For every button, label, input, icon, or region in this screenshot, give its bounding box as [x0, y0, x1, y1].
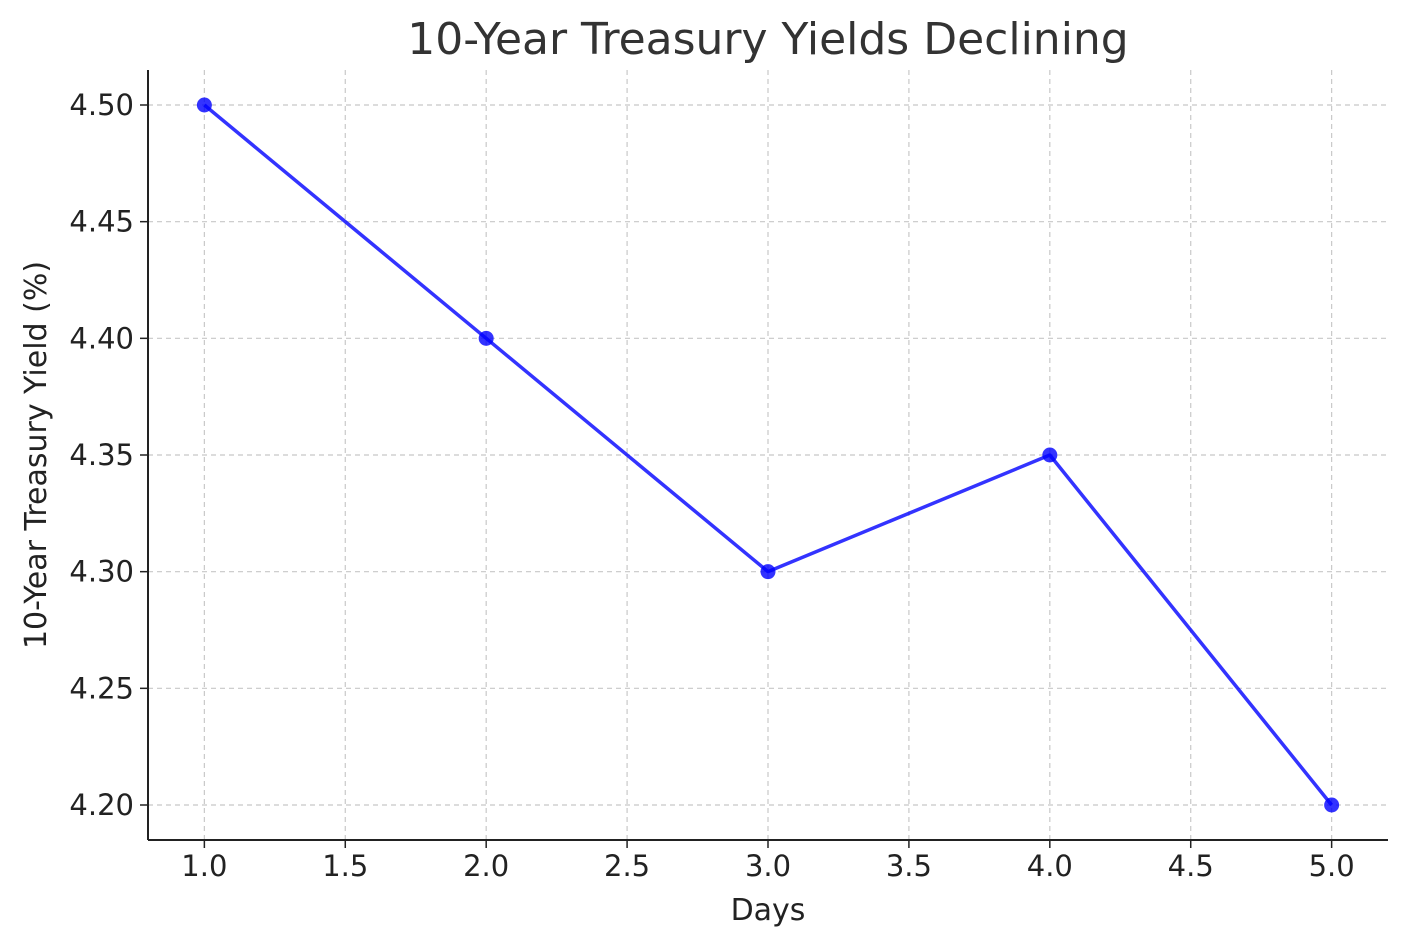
data-point [760, 564, 776, 580]
y-tick-label: 4.20 [69, 788, 134, 822]
chart-title: 10-Year Treasury Yields Declining [407, 14, 1128, 65]
x-axis-label: Days [731, 893, 806, 928]
y-axis-label: 10-Year Treasury Yield (%) [19, 261, 54, 649]
x-tick-label: 3.5 [886, 849, 932, 883]
y-tick-label: 4.25 [69, 671, 134, 705]
x-tick-label: 2.5 [604, 849, 650, 883]
y-tick-label: 4.50 [69, 88, 134, 122]
x-tick-label: 1.0 [181, 849, 227, 883]
series-layer [196, 97, 1340, 813]
x-tick-label: 4.0 [1027, 849, 1073, 883]
x-tick-label: 4.5 [1168, 849, 1214, 883]
data-point [1324, 797, 1340, 813]
y-tick-label: 4.35 [69, 438, 134, 472]
data-point [1042, 447, 1058, 463]
data-point [196, 97, 212, 113]
data-point [478, 330, 494, 346]
x-tick-label: 2.0 [463, 849, 509, 883]
y-tick-label: 4.45 [69, 205, 134, 239]
ticks-layer: 1.0 1.5 2.0 2.5 3.0 3.5 4.0 4.5 5.0 4.20 4.25 4.30 4… [69, 88, 1354, 883]
x-tick-label: 5.0 [1309, 849, 1355, 883]
y-tick-label: 4.40 [69, 321, 134, 355]
grid-layer [148, 70, 1388, 840]
x-tick-label: 1.5 [322, 849, 368, 883]
x-tick-label: 3.0 [745, 849, 791, 883]
y-tick-label: 4.30 [69, 555, 134, 589]
